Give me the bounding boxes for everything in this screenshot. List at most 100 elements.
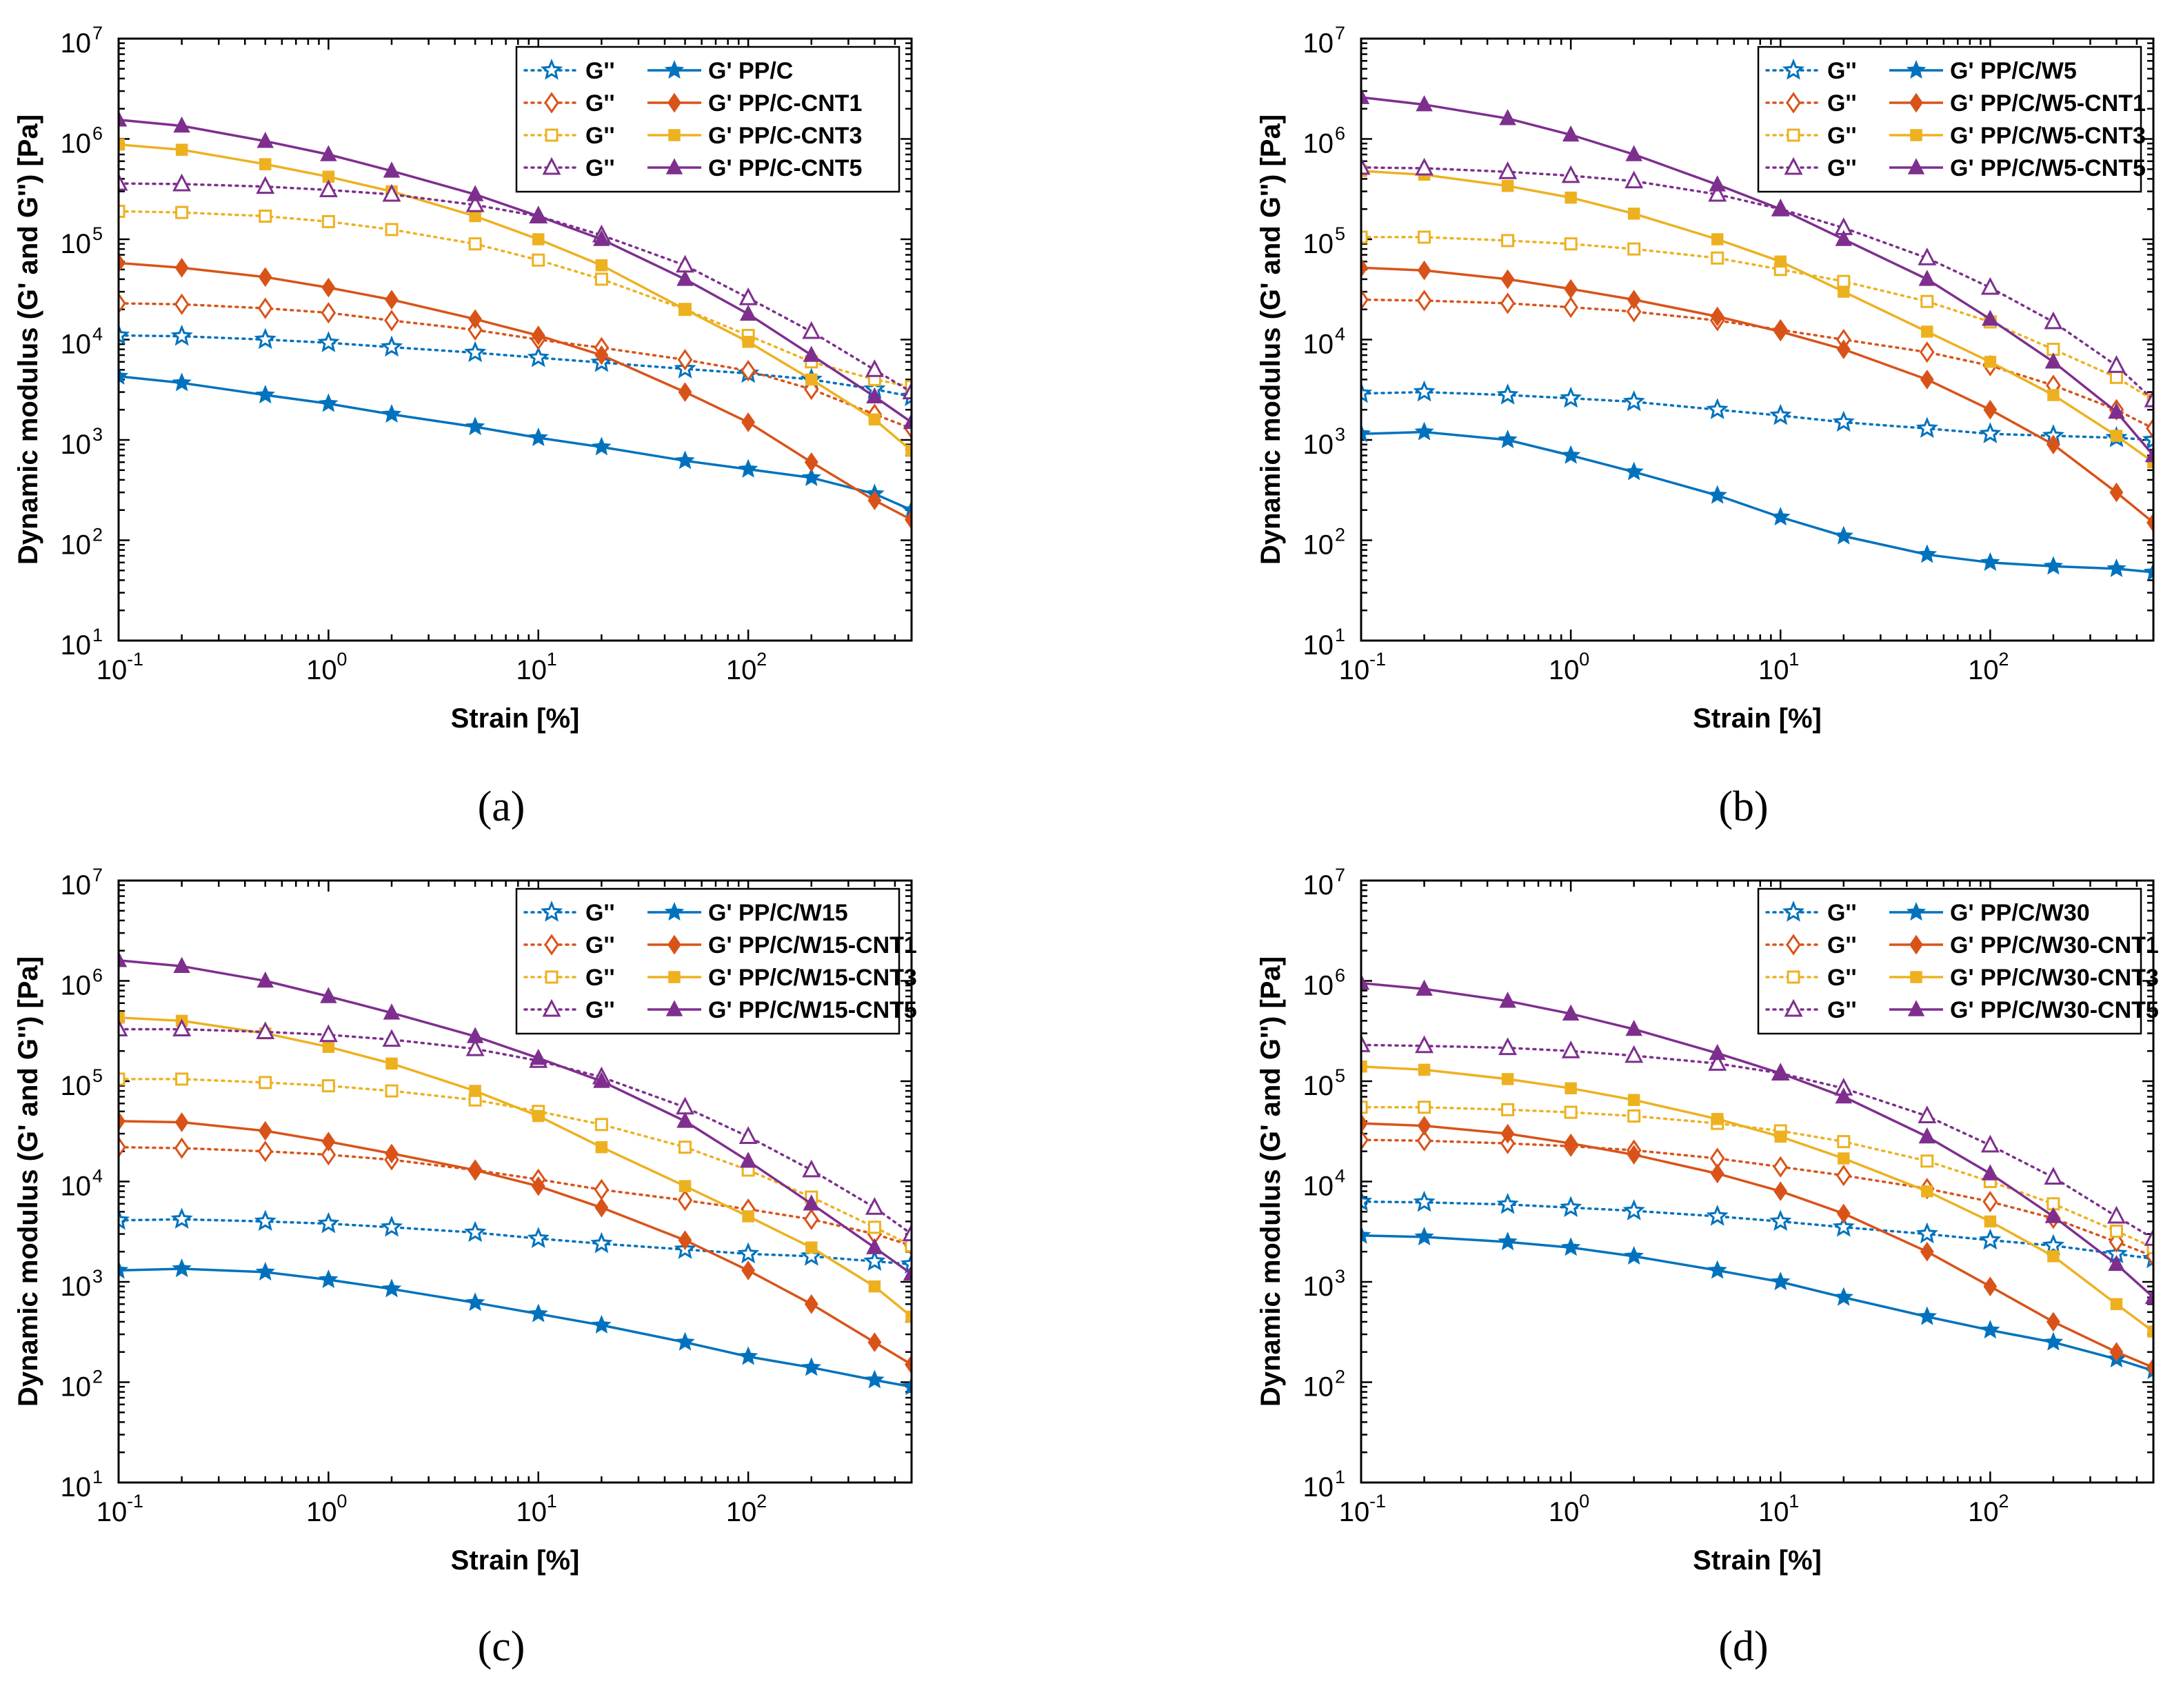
x-tick-exponent: 1 [1789, 649, 1799, 670]
gdp-point-PP/C/W15 [737, 1242, 760, 1264]
gp-point-PP/C/W15-CNT3 [678, 1180, 692, 1192]
x-tick-exponent: 2 [756, 1491, 767, 1511]
gp-point-PP/C/W30 [1624, 1245, 1644, 1265]
gdp-point-PP/C/W30-CNT5 [2106, 1205, 2126, 1224]
gp-line-PP/C/W30-CNT3 [1361, 1065, 2153, 1333]
gp-line-PP/C/W5-CNT3 [1361, 170, 2153, 463]
gdp-point-PP/C/W30-CNT1 [1836, 1165, 1851, 1187]
gp-point-PP/C/W15-CNT5 [739, 1152, 757, 1168]
legend-box [515, 887, 901, 1035]
gp-point-PP/C/W5-CNT1 [1836, 339, 1851, 359]
gp-point-PP/C/W30-CNT1 [2109, 1342, 2124, 1363]
gdp-point-PP/C/W30 [1622, 1199, 1645, 1220]
gdp-line-PP/C/W5-CNT5 [1361, 166, 2153, 401]
x-tick-exponent: 0 [1579, 1491, 1589, 1511]
gp-point-PP/C/W30-CNT1 [1983, 1276, 1998, 1296]
gdp-point-PP/C/W30-CNT3 [1361, 1101, 1368, 1114]
gdp-point-PP/C/W5-CNT5 [1708, 183, 1727, 202]
gp-point-PP/C/W15-CNT5 [803, 1194, 821, 1211]
gdp-point-PP/C/W30-CNT5 [1980, 1134, 2000, 1153]
gp-point-PP/C/W15-CNT3 [905, 1310, 912, 1323]
gp-point-PP/C/W30-CNT1 [1361, 1113, 1368, 1134]
legend-gp-marker [1910, 129, 1922, 141]
axes-frame [1360, 879, 2155, 1484]
x-tick-exponent: 0 [336, 649, 347, 670]
gp-point-PP/C/W15-CNT5 [173, 956, 190, 973]
gdp-point-PP/C/W30-CNT3 [1418, 1101, 1431, 1114]
gdp-point-PP/C/W5-CNT1 [2146, 417, 2153, 440]
gdp-point-PP/C/W15 [254, 1209, 276, 1232]
gp-point-PP/C-CNT1 [741, 412, 756, 432]
gdp-point-PP/C/W30-CNT3 [2146, 1240, 2153, 1254]
x-tick-exponent: 1 [547, 649, 557, 670]
gp-point-PP/C/W30 [1980, 1320, 2000, 1339]
gp-point-PP/C/W5-CNT1 [1361, 258, 1368, 278]
gdp-point-PP/C/W30-CNT1 [1416, 1129, 1432, 1152]
axes-frame [117, 37, 913, 642]
legend-gp-label: G' PP/C/W5-CNT5 [1950, 155, 2146, 181]
gdp-point-PP/C-CNT1 [384, 310, 399, 332]
legend-gdp-marker [1782, 901, 1805, 922]
gdp-point-PP/C/W30-CNT5 [1708, 1053, 1727, 1071]
gp-point-PP/C-CNT3 [595, 259, 608, 272]
gdp-point-PP/C/W15 [863, 1249, 886, 1271]
legend-gp-label: G' PP/C/W15-CNT5 [708, 997, 917, 1023]
gdp-point-PP/C-CNT5 [902, 381, 912, 400]
gp-point-PP/C/W15-CNT5 [257, 971, 274, 988]
gdp-point-PP/C/W15-CNT5 [465, 1038, 485, 1056]
legend-gp-label: G' PP/C/W15 [708, 900, 848, 926]
gdp-point-PP/C/W5-CNT1 [1626, 301, 1642, 323]
gp-line-PP/C/W15-CNT1 [119, 1120, 912, 1366]
gdp-point-PP/C/W15-CNT5 [256, 1021, 275, 1040]
gp-point-PP/C-CNT3 [905, 444, 912, 457]
gdp-point-PP/C/W30 [1361, 1189, 1373, 1212]
gdp-point-PP/C/W15 [800, 1245, 823, 1266]
legend-gdp-label: G'' [585, 965, 615, 991]
gp-point-PP/C-CNT5 [803, 345, 821, 362]
y-tick-label: 10 [1303, 1071, 1334, 1101]
gp-point-PP/C/W30-CNT3 [1418, 1063, 1431, 1076]
legend-gdp-label: G'' [585, 932, 615, 958]
gp-point-PP/C/W30-CNT3 [1774, 1130, 1787, 1143]
gp-point-PP/C/W15-CNT5 [320, 987, 337, 1003]
gdp-point-PP/C/W5-CNT5 [1415, 157, 1434, 176]
gdp-point-PP/C/W15-CNT5 [676, 1096, 694, 1115]
legend-box [1757, 46, 2142, 193]
gp-point-PP/C/W30-CNT3 [2110, 1298, 2123, 1311]
y-tick-exponent: 6 [1335, 123, 1345, 144]
gp-point-PP/C/W30-CNT3 [1627, 1094, 1640, 1106]
gp-point-PP/C/W15 [255, 1261, 275, 1280]
gdp-point-PP/C/W30 [1979, 1228, 2002, 1250]
legend-gdp-marker [1784, 157, 1803, 175]
gp-point-PP/C/W5 [1707, 485, 1727, 504]
gdp-point-PP/C/W5-CNT3 [1501, 234, 1515, 248]
legend-gp-marker [1907, 1000, 1925, 1016]
y-tick-exponent: 5 [1335, 1065, 1345, 1086]
gp-point-PP/C/W30 [1498, 1232, 1518, 1251]
x-tick-label: 10 [1968, 1497, 1999, 1527]
legend-gdp-marker [1786, 92, 1801, 114]
gp-point-PP/C/W15-CNT3 [119, 1012, 125, 1024]
legend-gdp-marker [542, 157, 561, 175]
gdp-point-PP/C/W15-CNT1 [119, 1136, 126, 1158]
gp-point-PP/C/W5 [1833, 525, 1853, 545]
gp-point-PP/C/W5 [1624, 461, 1644, 481]
gp-point-PP/C/W5-CNT3 [1774, 255, 1787, 268]
gp-point-PP/C/W5 [1498, 430, 1518, 449]
gp-point-PP/C/W15-CNT3 [385, 1057, 398, 1070]
legend-box [515, 46, 901, 193]
gdp-point-PP/C/W30 [1706, 1205, 1729, 1226]
y-tick-exponent: 7 [1335, 23, 1345, 43]
gp-point-PP/C/W5-CNT1 [1564, 279, 1578, 299]
panel-caption: (d) [1718, 1623, 1768, 1670]
y-tick-label: 10 [61, 1372, 92, 1403]
gdp-point-PP/C/W5 [1413, 380, 1436, 402]
gdp-line-PP/C/W30 [1361, 1200, 2153, 1260]
gdp-point-PP/C/W15-CNT3 [867, 1220, 881, 1234]
gp-point-PP/C [592, 436, 612, 456]
y-tick-exponent: 5 [92, 223, 103, 244]
gdp-point-PP/C-CNT3 [321, 214, 335, 228]
gp-point-PP/C/W5-CNT3 [1984, 356, 1997, 368]
legend-gp-label: G' PP/C/W30 [1950, 900, 2090, 926]
